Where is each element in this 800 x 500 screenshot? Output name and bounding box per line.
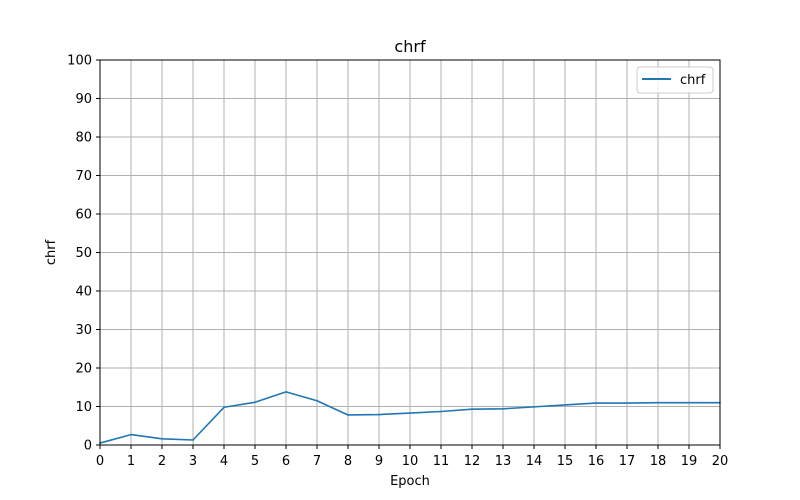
y-tick-label: 0 (84, 439, 92, 454)
y-tick-label: 70 (75, 169, 92, 184)
y-tick-label: 100 (67, 54, 92, 69)
data-point (316, 399, 318, 402)
y-axis-label: chrf (44, 239, 59, 265)
y-tick-label: 20 (75, 362, 92, 377)
x-tick-label: 16 (588, 454, 605, 469)
x-tick-label: 2 (158, 454, 166, 469)
x-tick-label: 15 (557, 454, 574, 469)
data-point (626, 402, 628, 404)
x-tick-label: 10 (402, 454, 419, 469)
data-point (192, 439, 194, 441)
y-tick-label: 40 (75, 285, 92, 300)
data-point (378, 413, 380, 416)
y-tick-label: 30 (75, 323, 92, 338)
data-point (130, 433, 132, 436)
x-tick-label: 7 (313, 454, 321, 469)
data-point (347, 414, 349, 416)
tick-layer: 0 1 2 3 4 5 6 7 8 9 10 11 12 13 14 15 16 17 18 19 2001020304… (67, 54, 728, 470)
x-tick-label: 4 (220, 454, 228, 469)
data-point (502, 408, 504, 410)
data-point (533, 406, 535, 408)
x-tick-label: 12 (464, 454, 481, 469)
legend-label: chrf (680, 73, 706, 88)
data-point (657, 401, 659, 404)
y-tick-label: 80 (75, 131, 92, 146)
x-tick-label: 3 (189, 454, 197, 469)
data-point (440, 410, 442, 413)
y-tick-label: 50 (75, 246, 92, 261)
x-tick-label: 5 (251, 454, 259, 469)
x-tick-label: 9 (375, 454, 383, 469)
series-layer (99, 391, 721, 444)
data-point (223, 406, 225, 409)
x-tick-label: 11 (433, 454, 450, 469)
data-point (688, 401, 690, 404)
x-tick-label: 18 (650, 454, 667, 469)
x-tick-label: 0 (96, 454, 104, 469)
x-tick-label: 8 (344, 454, 352, 469)
y-tick-label: 10 (75, 400, 92, 415)
x-tick-label: 17 (619, 454, 636, 469)
data-point (409, 412, 411, 414)
data-point (595, 402, 597, 404)
legend: chrf (636, 66, 714, 94)
data-point (254, 401, 256, 404)
data-point (161, 438, 163, 440)
x-tick-label: 19 (681, 454, 698, 469)
y-tick-label: 90 (75, 92, 92, 107)
x-tick-label: 13 (495, 454, 512, 469)
x-tick-label: 1 (127, 454, 135, 469)
x-tick-label: 14 (526, 454, 543, 469)
legend-box (636, 66, 714, 94)
x-tick-label: 6 (282, 454, 290, 469)
chart-title: chrf (394, 37, 426, 56)
x-tick-label: 20 (712, 454, 729, 469)
grid (99, 59, 721, 446)
data-point (564, 404, 566, 406)
x-axis-label: Epoch (390, 474, 430, 489)
y-tick-label: 60 (75, 208, 92, 223)
data-point (471, 408, 473, 410)
data-point (285, 391, 287, 393)
